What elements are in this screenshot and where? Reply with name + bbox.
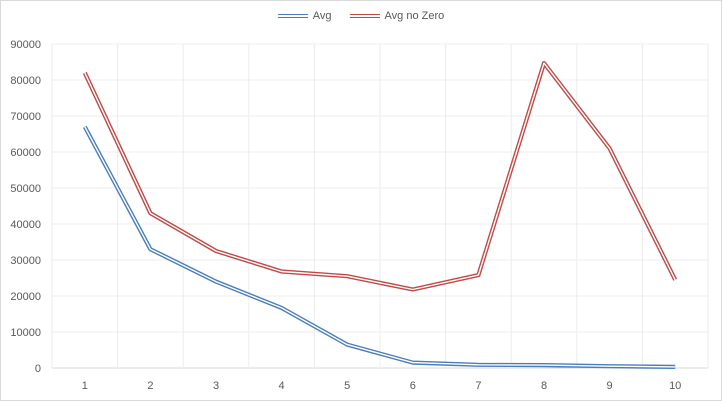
- y-tick-label-10000: 10000: [10, 327, 41, 339]
- y-tick-label-90000: 90000: [10, 39, 41, 51]
- y-tick-label-80000: 80000: [10, 75, 41, 87]
- x-tick-label-8: 8: [541, 380, 547, 392]
- y-tick-label-30000: 30000: [10, 255, 41, 267]
- legend-item-avg: Avg: [277, 10, 332, 22]
- x-tick-label-5: 5: [344, 380, 350, 392]
- x-tick-label-3: 3: [213, 380, 219, 392]
- y-tick-label-50000: 50000: [10, 183, 41, 195]
- series-line-inner-avg-no-zero: [84, 62, 676, 291]
- y-tick-label-60000: 60000: [10, 147, 41, 159]
- x-tick-label-1: 1: [82, 380, 88, 392]
- x-tick-label-9: 9: [607, 380, 613, 392]
- x-tick-label-2: 2: [147, 380, 153, 392]
- series-line-inner-avg: [84, 126, 676, 368]
- y-tick-label-40000: 40000: [10, 219, 41, 231]
- legend: Avg Avg no Zero: [0, 10, 722, 22]
- legend-label-avg-no-zero: Avg no Zero: [384, 10, 445, 22]
- x-tick-label-10: 10: [669, 380, 681, 392]
- legend-item-avg-no-zero: Avg no Zero: [349, 10, 445, 22]
- legend-swatch-avg-no-zero: [349, 14, 380, 18]
- x-tick-label-4: 4: [279, 380, 285, 392]
- x-tick-label-7: 7: [475, 380, 481, 392]
- legend-label-avg: Avg: [312, 10, 332, 22]
- y-tick-label-20000: 20000: [10, 291, 41, 303]
- x-tick-label-6: 6: [410, 380, 416, 392]
- y-tick-label-0: 0: [35, 363, 41, 375]
- y-tick-label-70000: 70000: [10, 111, 41, 123]
- legend-swatch-avg: [277, 14, 308, 18]
